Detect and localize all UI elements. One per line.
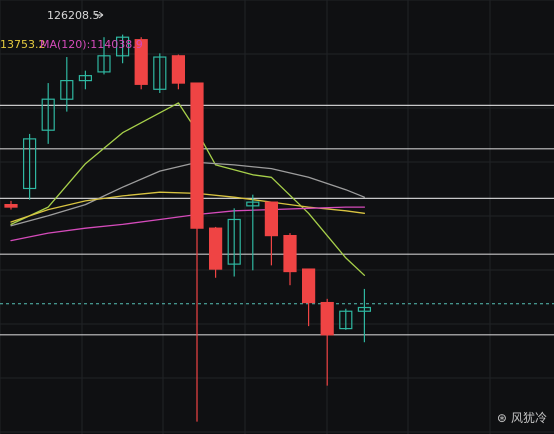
candle-body [115,36,130,57]
high-price-arrow-head [98,11,104,19]
candle-body [23,138,37,190]
high-price-label: 126208.5 [47,9,100,22]
candle-body [78,75,93,82]
candle-body [134,39,148,85]
candle-body [60,79,74,100]
candle-body [153,56,167,90]
candle-body [264,201,278,237]
candle-body [97,55,111,73]
candle-body [227,218,241,265]
candle-body [246,201,260,207]
candle-body [320,301,334,336]
watermark-icon: ⊛ [496,410,507,425]
candle-body [302,268,316,304]
candle-body [171,55,185,84]
left-indicator-label: 13753.2 [0,38,46,51]
candle-body [357,306,371,312]
watermark: ⊛ 风犹冷 [497,409,547,426]
candle-body [190,82,204,229]
ma120-label: MA(120):114038.9 [40,38,143,51]
candle-body [339,310,353,330]
candle-body [4,204,18,208]
candle-body [209,227,223,270]
candle-body [41,98,55,131]
watermark-text: 风犹冷 [510,411,547,425]
candle-body [283,235,297,273]
